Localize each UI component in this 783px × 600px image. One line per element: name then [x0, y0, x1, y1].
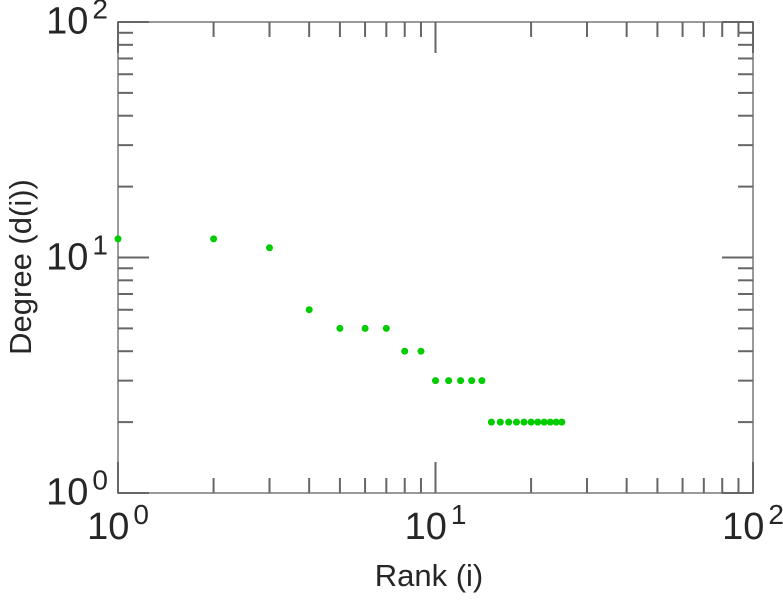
- data-point: [527, 418, 535, 426]
- x-tick-label-10e1: 10 1: [404, 499, 467, 549]
- x-tick-label-10e2: 10 2: [722, 499, 783, 549]
- tick-label-exponent: 0: [92, 464, 108, 496]
- tick-label-base: 10: [722, 506, 765, 548]
- data-point: [382, 324, 390, 332]
- tick-label-base: 10: [404, 506, 447, 548]
- tick-label-exponent: 0: [133, 499, 149, 530]
- tick-label-exponent: 1: [450, 499, 467, 530]
- tick-label-exponent: 2: [92, 0, 108, 25]
- x-axis-label: Rank (i): [374, 558, 484, 593]
- data-point: [540, 418, 548, 426]
- plot-frame: [117, 21, 754, 494]
- data-point: [520, 418, 528, 426]
- tick-label-base: 10: [46, 0, 89, 43]
- tick-label-base: 10: [46, 471, 89, 514]
- data-point: [534, 418, 542, 426]
- data-point: [432, 377, 439, 385]
- data-point: [558, 418, 566, 426]
- data-point: [457, 377, 465, 385]
- tick-label-exponent: 1: [92, 229, 108, 261]
- data-point: [210, 235, 218, 243]
- data-point: [336, 324, 344, 332]
- y-axis-label: Degree (d(i)): [3, 179, 38, 355]
- data-point: [114, 235, 122, 243]
- data-point: [445, 377, 453, 385]
- tick-label-base: 10: [46, 236, 89, 279]
- y-tick-label-10e2: 10 2: [46, 0, 108, 44]
- data-point: [468, 377, 476, 385]
- data-point: [513, 418, 520, 426]
- data-point: [401, 347, 409, 355]
- data-point: [505, 418, 513, 426]
- data-point: [496, 418, 504, 426]
- data-point: [361, 324, 369, 332]
- data-point: [487, 418, 495, 426]
- x-tick-label-10e0: 10 0: [87, 499, 149, 549]
- y-tick-label-10e0: 10 0: [46, 465, 108, 515]
- data-point: [478, 377, 486, 385]
- tick-label-base: 10: [87, 506, 130, 548]
- y-tick-label-10e1: 10 1: [46, 229, 108, 279]
- tick-label-exponent: 2: [768, 499, 783, 530]
- data-point: [552, 418, 560, 426]
- data-point: [266, 244, 273, 252]
- data-point: [546, 418, 554, 426]
- data-point: [305, 306, 313, 314]
- data-point: [417, 347, 425, 355]
